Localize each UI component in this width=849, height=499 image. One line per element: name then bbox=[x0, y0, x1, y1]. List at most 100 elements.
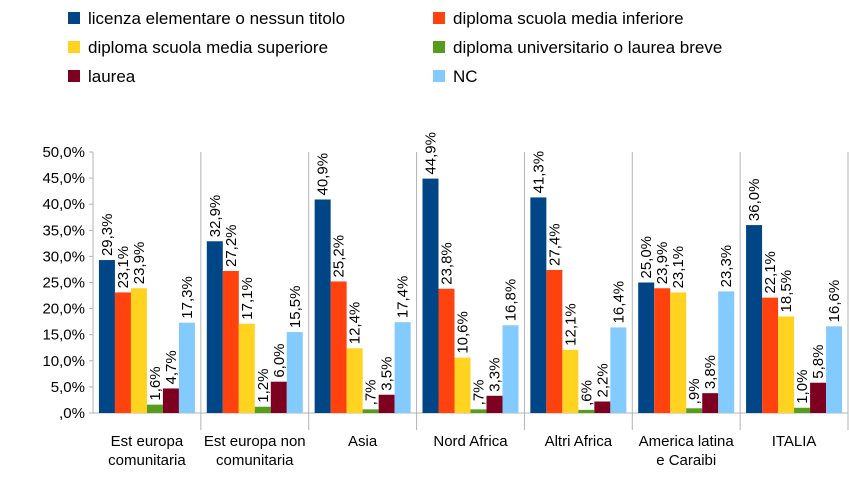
bar bbox=[238, 323, 255, 413]
bar bbox=[254, 406, 271, 413]
value-label: 16,6% bbox=[826, 280, 843, 323]
bar bbox=[146, 404, 163, 413]
bar bbox=[502, 325, 519, 413]
legend-label: licenza elementare o nessun titolo bbox=[88, 9, 345, 28]
value-label: 36,0% bbox=[746, 179, 763, 222]
bar bbox=[670, 292, 687, 413]
x-tick-label: Nord Africa bbox=[433, 433, 508, 450]
value-label: 23,8% bbox=[439, 242, 456, 285]
bar bbox=[654, 288, 671, 413]
bar bbox=[686, 408, 703, 413]
x-tick-label: Altri Africa bbox=[544, 433, 613, 450]
legend-swatch bbox=[433, 41, 445, 53]
value-label: 18,5% bbox=[778, 270, 795, 313]
value-label: 10,6% bbox=[455, 311, 472, 354]
y-tick-label: 25,0% bbox=[42, 275, 85, 292]
bar bbox=[98, 260, 115, 413]
bar bbox=[778, 316, 795, 413]
x-tick-label: Asia bbox=[348, 433, 378, 450]
legend-swatch bbox=[68, 41, 80, 53]
y-tick-label: ,0% bbox=[59, 405, 85, 422]
y-tick-label: 40,0% bbox=[42, 196, 85, 213]
legend-label: diploma scuola media inferiore bbox=[453, 9, 684, 28]
legend-label: diploma universitario o laurea breve bbox=[453, 38, 722, 57]
bar bbox=[330, 281, 347, 413]
value-label: 23,9% bbox=[131, 242, 148, 285]
value-label: 16,4% bbox=[610, 281, 627, 324]
value-label: 16,8% bbox=[503, 279, 520, 322]
value-label: 27,4% bbox=[546, 223, 563, 266]
value-label: 3,5% bbox=[379, 357, 396, 391]
value-label: 23,9% bbox=[654, 242, 671, 285]
bar bbox=[286, 332, 303, 413]
value-label: 5,8% bbox=[810, 345, 827, 379]
value-label: 1,0% bbox=[794, 370, 811, 404]
bar bbox=[638, 282, 655, 413]
bar bbox=[546, 269, 563, 413]
bar bbox=[206, 241, 223, 413]
y-tick-label: 10,0% bbox=[42, 353, 85, 370]
bar bbox=[346, 348, 363, 413]
bar bbox=[454, 357, 471, 413]
value-label: 15,5% bbox=[287, 286, 304, 329]
bar bbox=[178, 322, 195, 413]
bar bbox=[222, 271, 239, 413]
legend-swatch bbox=[68, 12, 80, 24]
legend-swatch bbox=[433, 70, 445, 82]
value-label: 23,1% bbox=[670, 246, 687, 289]
value-label: 22,1% bbox=[762, 251, 779, 294]
legend-swatch bbox=[433, 12, 445, 24]
legend-label: laurea bbox=[88, 67, 136, 86]
value-label: 44,9% bbox=[423, 132, 440, 175]
bar bbox=[422, 178, 439, 413]
value-label: 2,2% bbox=[594, 363, 611, 397]
value-label: ,7% bbox=[471, 379, 488, 405]
value-label: 23,3% bbox=[718, 245, 735, 288]
bar bbox=[486, 395, 503, 413]
value-label: ,7% bbox=[363, 379, 380, 405]
value-label: 29,3% bbox=[99, 214, 116, 257]
x-tick-label: Est europa non comunitaria bbox=[203, 433, 306, 469]
y-tick-label: 20,0% bbox=[42, 301, 85, 318]
value-label: ,6% bbox=[578, 380, 595, 406]
value-label: 17,1% bbox=[239, 277, 256, 320]
value-label: 1,6% bbox=[147, 366, 164, 400]
value-label: 4,7% bbox=[163, 350, 180, 384]
y-tick-label: 45,0% bbox=[42, 170, 85, 187]
y-tick-label: 35,0% bbox=[42, 222, 85, 239]
bar bbox=[394, 322, 411, 413]
bar bbox=[114, 292, 131, 413]
value-label: 17,3% bbox=[179, 276, 196, 319]
bar bbox=[810, 382, 827, 413]
bar bbox=[826, 326, 843, 413]
legend-swatch bbox=[68, 70, 80, 82]
x-tick-label: America latina e Caraibi bbox=[638, 433, 734, 469]
bar bbox=[794, 407, 811, 413]
y-tick-label: 50,0% bbox=[42, 144, 85, 161]
value-label: 23,1% bbox=[115, 246, 132, 289]
bar bbox=[762, 297, 779, 413]
bar bbox=[702, 393, 719, 413]
value-label: 32,9% bbox=[207, 195, 224, 238]
bar bbox=[746, 225, 763, 413]
bar bbox=[438, 288, 455, 413]
value-label: 25,2% bbox=[331, 235, 348, 278]
bar bbox=[718, 291, 735, 413]
value-label: 3,3% bbox=[487, 358, 504, 392]
bar bbox=[130, 288, 147, 413]
bar bbox=[562, 349, 579, 413]
x-tick-label: ITALIA bbox=[771, 433, 817, 450]
legend-label: NC bbox=[453, 67, 478, 86]
value-label: 1,2% bbox=[255, 369, 272, 403]
bar bbox=[594, 401, 611, 413]
value-label: 25,0% bbox=[638, 236, 655, 279]
bar bbox=[578, 409, 595, 413]
bar bbox=[610, 327, 627, 413]
value-label: 3,8% bbox=[702, 355, 719, 389]
bar bbox=[470, 409, 487, 413]
bar bbox=[362, 409, 379, 413]
y-tick-label: 15,0% bbox=[42, 327, 85, 344]
value-label: 12,4% bbox=[347, 302, 364, 345]
